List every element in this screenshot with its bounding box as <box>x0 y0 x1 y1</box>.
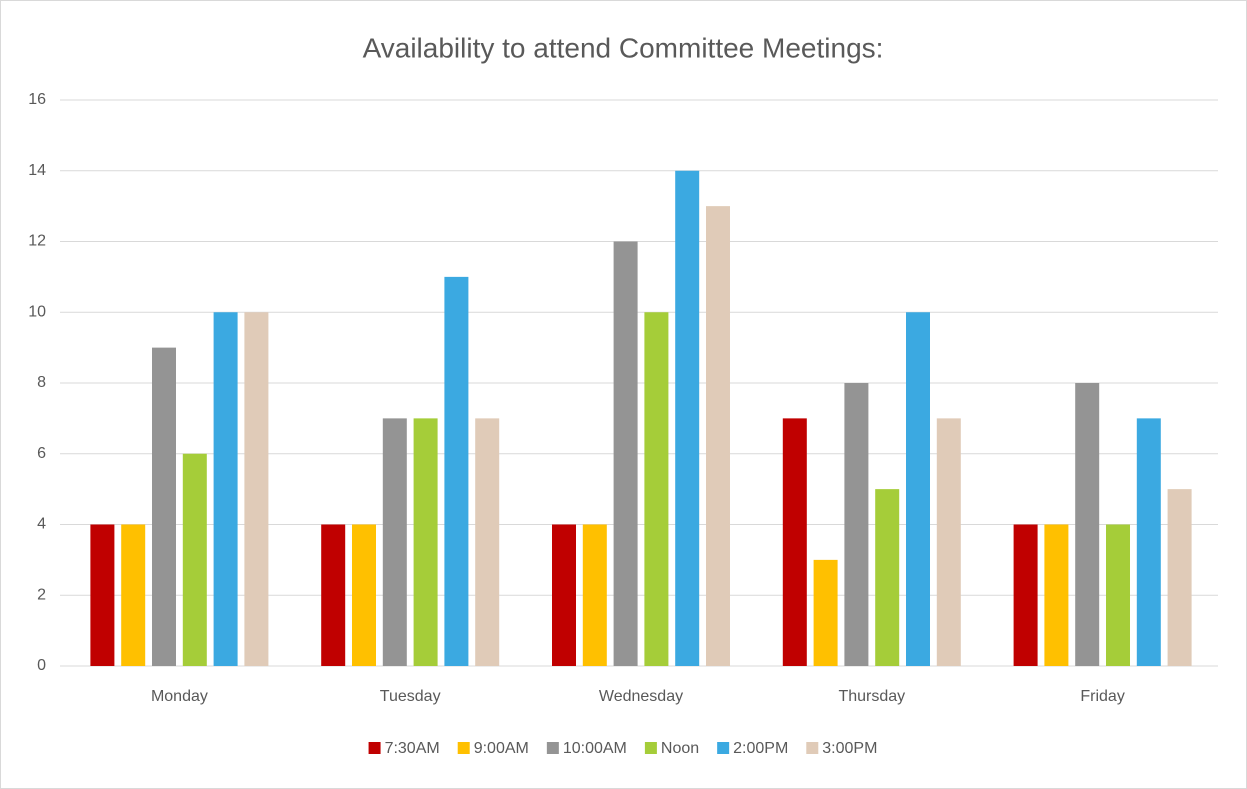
bar <box>844 383 869 666</box>
bar <box>244 312 269 666</box>
bar <box>321 524 346 666</box>
bar <box>1106 524 1130 666</box>
bar <box>706 206 730 666</box>
bar <box>444 276 469 666</box>
y-tick-label: 0 <box>37 657 46 674</box>
bar <box>152 347 176 666</box>
legend-label: 9:00AM <box>474 740 529 757</box>
y-tick-label: 12 <box>28 233 46 250</box>
bar <box>213 312 238 666</box>
y-tick-label: 4 <box>37 516 46 533</box>
bar <box>675 170 700 666</box>
bar <box>644 312 669 666</box>
bar <box>1167 489 1192 666</box>
x-tick-label: Friday <box>1080 688 1124 705</box>
bar <box>875 489 900 666</box>
bar <box>352 524 376 666</box>
y-tick-label: 10 <box>28 303 46 320</box>
x-tick-label: Tuesday <box>380 688 441 705</box>
y-tick-label: 6 <box>37 445 46 462</box>
legend-label: 3:00PM <box>822 740 877 757</box>
x-tick-label: Wednesday <box>599 688 683 705</box>
bar <box>90 524 115 666</box>
bar <box>1075 383 1100 666</box>
legend-swatch <box>717 742 730 754</box>
bar <box>475 418 500 666</box>
y-tick-label: 8 <box>37 374 46 391</box>
legend-swatch <box>546 742 559 754</box>
x-tick-label: Monday <box>151 688 208 705</box>
y-tick-label: 16 <box>28 91 46 108</box>
bar <box>413 418 438 666</box>
bar <box>121 524 146 666</box>
legend-label: 10:00AM <box>563 740 627 757</box>
legend-swatch <box>457 742 470 754</box>
legend-swatch <box>806 742 819 754</box>
chart-title: Availability to attend Committee Meeting… <box>363 32 884 63</box>
legend-swatch <box>644 742 657 754</box>
bar <box>182 453 207 666</box>
bar <box>813 559 838 666</box>
bar <box>382 418 407 666</box>
y-tick-label: 2 <box>37 586 46 603</box>
bar <box>782 418 807 666</box>
legend-label: Noon <box>661 740 699 757</box>
legend-label: 2:00PM <box>733 740 788 757</box>
legend-label: 7:30AM <box>385 740 440 757</box>
bar <box>1044 524 1069 666</box>
bar <box>552 524 576 666</box>
bar <box>1013 524 1038 666</box>
x-tick-label: Thursday <box>838 688 905 705</box>
bar <box>613 241 638 666</box>
bar <box>936 418 961 666</box>
bar <box>906 312 930 666</box>
bar <box>1136 418 1161 666</box>
y-tick-label: 14 <box>28 162 46 179</box>
legend-swatch <box>368 742 381 754</box>
bar <box>582 524 607 666</box>
